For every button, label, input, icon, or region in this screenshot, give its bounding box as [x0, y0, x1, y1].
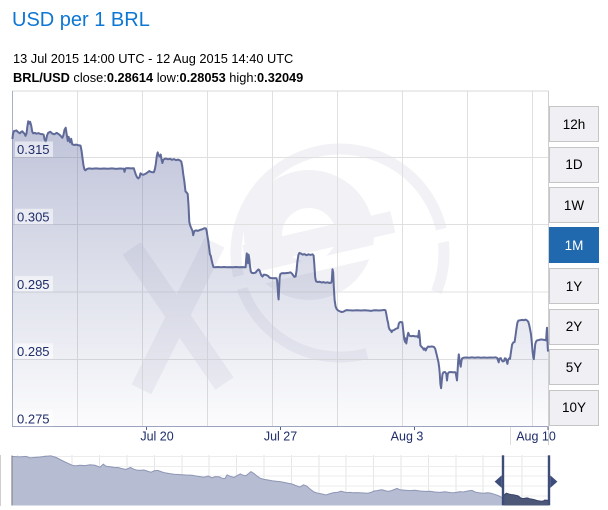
svg-text:0.305: 0.305 [17, 210, 50, 225]
svg-text:0.285: 0.285 [17, 344, 50, 359]
svg-text:Jul 20: Jul 20 [140, 430, 173, 444]
svg-text:Aug 10: Aug 10 [516, 430, 556, 444]
svg-text:Jul 27: Jul 27 [264, 430, 297, 444]
svg-text:0.315: 0.315 [17, 142, 50, 157]
svg-text:Aug 3: Aug 3 [391, 430, 424, 444]
svg-text:0.295: 0.295 [17, 277, 50, 292]
svg-text:0.275: 0.275 [17, 411, 50, 426]
